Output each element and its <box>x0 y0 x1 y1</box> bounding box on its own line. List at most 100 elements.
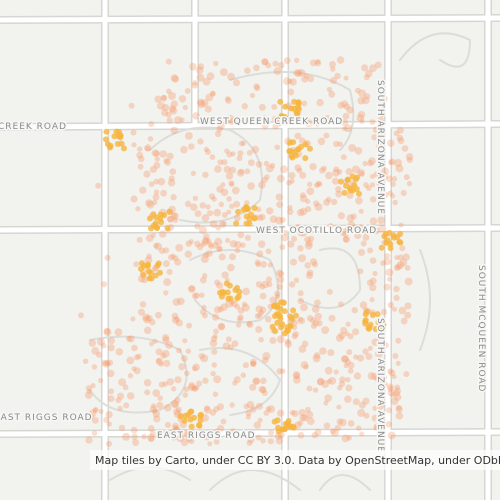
heat-point <box>275 269 284 277</box>
heat-point <box>345 377 351 383</box>
heat-point <box>191 292 199 300</box>
heat-point <box>205 93 214 102</box>
heat-point <box>355 197 363 205</box>
heat-point <box>203 405 210 412</box>
heat-point <box>257 417 263 423</box>
heat-point <box>293 312 299 319</box>
heat-point <box>170 399 179 408</box>
heat-point <box>126 356 135 365</box>
heat-point <box>347 333 354 340</box>
heat-point <box>140 272 147 278</box>
heat-point <box>325 196 332 203</box>
heat-point <box>95 351 103 358</box>
heat-point <box>255 305 263 313</box>
heat-point <box>160 352 167 359</box>
heat-point <box>329 60 336 68</box>
heat-point <box>243 204 250 210</box>
heat-point <box>175 243 184 252</box>
attribution: Map tiles by Carto, under CC BY 3.0. Dat… <box>95 454 500 467</box>
heat-point <box>344 331 350 337</box>
heat-point <box>276 368 283 375</box>
heat-point <box>290 424 297 431</box>
heat-point <box>172 424 178 431</box>
heat-point <box>165 111 172 118</box>
heat-point <box>193 292 200 299</box>
heat-point <box>247 436 255 444</box>
heat-point <box>210 91 216 97</box>
heat-point <box>297 230 304 237</box>
road-label: EAST RIGGS ROAD <box>0 413 93 423</box>
heat-point <box>162 103 170 112</box>
heat-point <box>179 117 185 123</box>
heat-point <box>253 421 262 429</box>
heat-point <box>147 433 155 442</box>
heat-point <box>297 245 304 252</box>
heat-point <box>258 181 266 189</box>
heat-point <box>368 157 376 165</box>
road-label: WEST QUEEN CREEK ROAD <box>200 117 343 127</box>
heat-point <box>152 338 158 344</box>
heat-point <box>344 176 351 183</box>
heat-point <box>291 235 298 242</box>
heat-point <box>213 328 219 335</box>
heat-point <box>228 180 235 187</box>
heat-point <box>344 124 353 133</box>
heat-point <box>154 262 161 269</box>
heat-point <box>387 389 395 397</box>
heat-point <box>88 414 95 420</box>
heat-point <box>155 348 163 356</box>
heat-point <box>211 362 218 368</box>
heat-point <box>301 100 308 107</box>
heat-point <box>97 377 104 384</box>
heat-point <box>329 77 338 85</box>
heat-point <box>145 314 153 322</box>
heat-point <box>394 384 401 391</box>
heat-point <box>380 172 389 181</box>
heat-point <box>178 95 187 103</box>
heat-point <box>323 198 331 206</box>
heat-point <box>118 424 126 432</box>
heat-point <box>143 170 151 178</box>
heat-point <box>394 158 403 167</box>
heat-point <box>237 231 245 239</box>
heat-point <box>229 253 237 261</box>
heat-point <box>388 158 396 166</box>
heat-point <box>397 231 404 237</box>
heat-point <box>218 220 227 229</box>
heat-point <box>157 395 164 402</box>
heat-point <box>261 356 269 364</box>
heat-point <box>372 270 378 277</box>
heat-point <box>312 319 320 327</box>
heat-point <box>203 433 211 441</box>
heat-point <box>375 319 382 326</box>
heat-point <box>341 434 350 443</box>
heat-point <box>163 290 169 296</box>
heat-point <box>220 290 227 296</box>
heat-point <box>168 105 177 113</box>
heat-point <box>228 166 237 174</box>
heat-point <box>400 317 408 325</box>
heat-point <box>203 406 212 414</box>
heat-point <box>154 242 162 251</box>
heat-point <box>309 317 317 324</box>
heat-point <box>261 58 269 66</box>
heat-point <box>131 366 137 372</box>
heat-point <box>131 142 137 148</box>
heat-point <box>227 295 234 302</box>
heat-point <box>369 196 377 203</box>
heat-point <box>260 261 267 268</box>
heat-point <box>267 262 273 268</box>
heat-point <box>311 261 319 268</box>
heat-point <box>381 167 390 176</box>
heat-point <box>154 156 160 162</box>
heat-point <box>380 260 386 266</box>
heat-point <box>330 428 339 437</box>
heat-point <box>274 293 281 300</box>
heat-point <box>363 74 370 81</box>
heat-point <box>107 142 114 149</box>
heat-point <box>211 348 218 355</box>
heat-point <box>369 119 376 125</box>
heat-point <box>104 360 111 367</box>
heat-point <box>185 435 193 443</box>
heat-point <box>305 119 313 128</box>
